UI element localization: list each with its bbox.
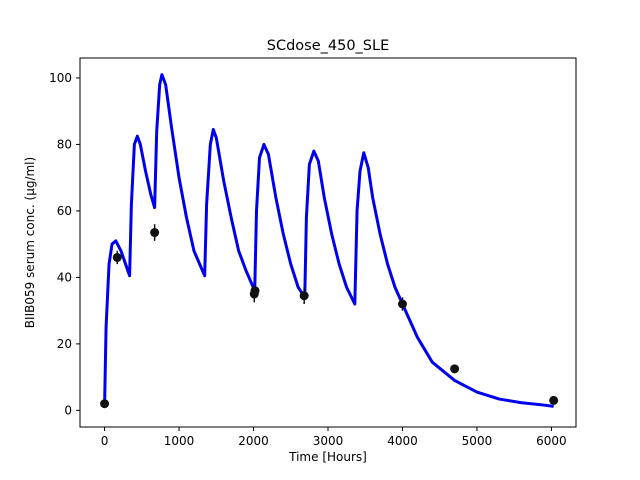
x-axis: 0 1000 2000 3000 4000 5000 6000 [101, 427, 567, 448]
x-tick-label: 0 [101, 434, 109, 448]
x-tick-label: 2000 [238, 434, 269, 448]
observed-point [299, 291, 309, 301]
chart-marks [100, 73, 559, 409]
observed-point [250, 286, 260, 296]
y-tick-label: 80 [57, 137, 72, 151]
observed-point [112, 252, 122, 262]
observed-point [450, 364, 460, 374]
observed-point [100, 399, 110, 409]
x-tick-label: 1000 [164, 434, 195, 448]
y-tick-label: 60 [57, 204, 72, 218]
observed-point [549, 395, 559, 405]
y-axis: 0 20 40 60 80 100 [49, 71, 80, 417]
x-axis-label: Time [Hours] [288, 450, 367, 464]
observed-point [397, 299, 407, 309]
y-tick-label: 20 [57, 337, 72, 351]
x-tick-label: 6000 [536, 434, 567, 448]
model-curve [103, 73, 554, 408]
x-tick-label: 4000 [387, 434, 418, 448]
x-tick-label: 5000 [462, 434, 493, 448]
x-tick-label: 3000 [313, 434, 344, 448]
observed-point [150, 228, 160, 238]
y-axis-label: BIIB059 serum conc. (µg/ml) [23, 157, 37, 328]
y-tick-label: 40 [57, 270, 72, 284]
chart-title: SCdose_450_SLE [267, 38, 390, 54]
y-tick-label: 0 [64, 403, 72, 417]
y-tick-label: 100 [49, 71, 72, 85]
